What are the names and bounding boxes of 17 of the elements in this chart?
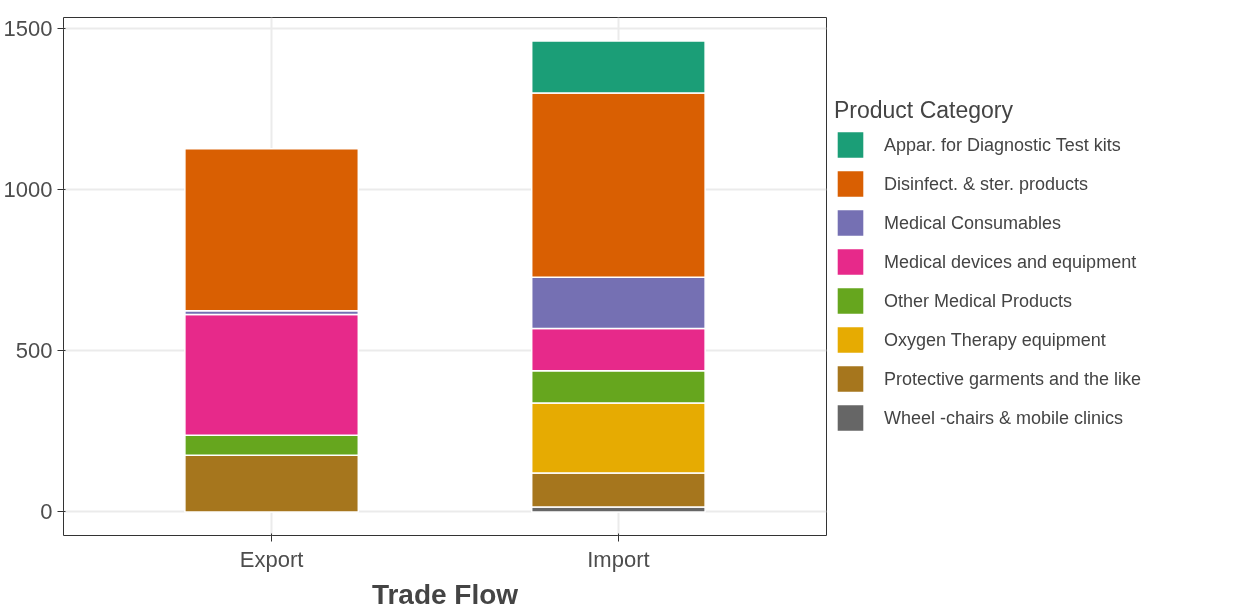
legend-label: Wheel -chairs & mobile clinics [884, 407, 1124, 428]
legend-label: Appar. for Diagnostic Test kits [884, 134, 1121, 155]
legend-label: Medical devices and equipment [884, 251, 1137, 272]
y-tick-label: 1500 [3, 15, 53, 41]
legend-label: Medical Consumables [884, 212, 1062, 233]
y-tick-label: 0 [40, 499, 53, 525]
x-tick-label: Import [587, 546, 650, 572]
legend-label: Oxygen Therapy equipment [884, 329, 1106, 350]
legend-title: Product Category [834, 96, 1014, 124]
legend-label: Other Medical Products [884, 290, 1073, 311]
x-axis-title: Trade Flow [371, 578, 519, 604]
legend-label: Protective garments and the like [884, 368, 1142, 389]
x-tick-label: Export [239, 546, 304, 572]
y-tick-label: 1000 [3, 176, 53, 202]
legend-label: Disinfect. & ster. products [884, 173, 1089, 194]
y-tick-label: 500 [15, 338, 53, 364]
bar [184, 148, 360, 312]
